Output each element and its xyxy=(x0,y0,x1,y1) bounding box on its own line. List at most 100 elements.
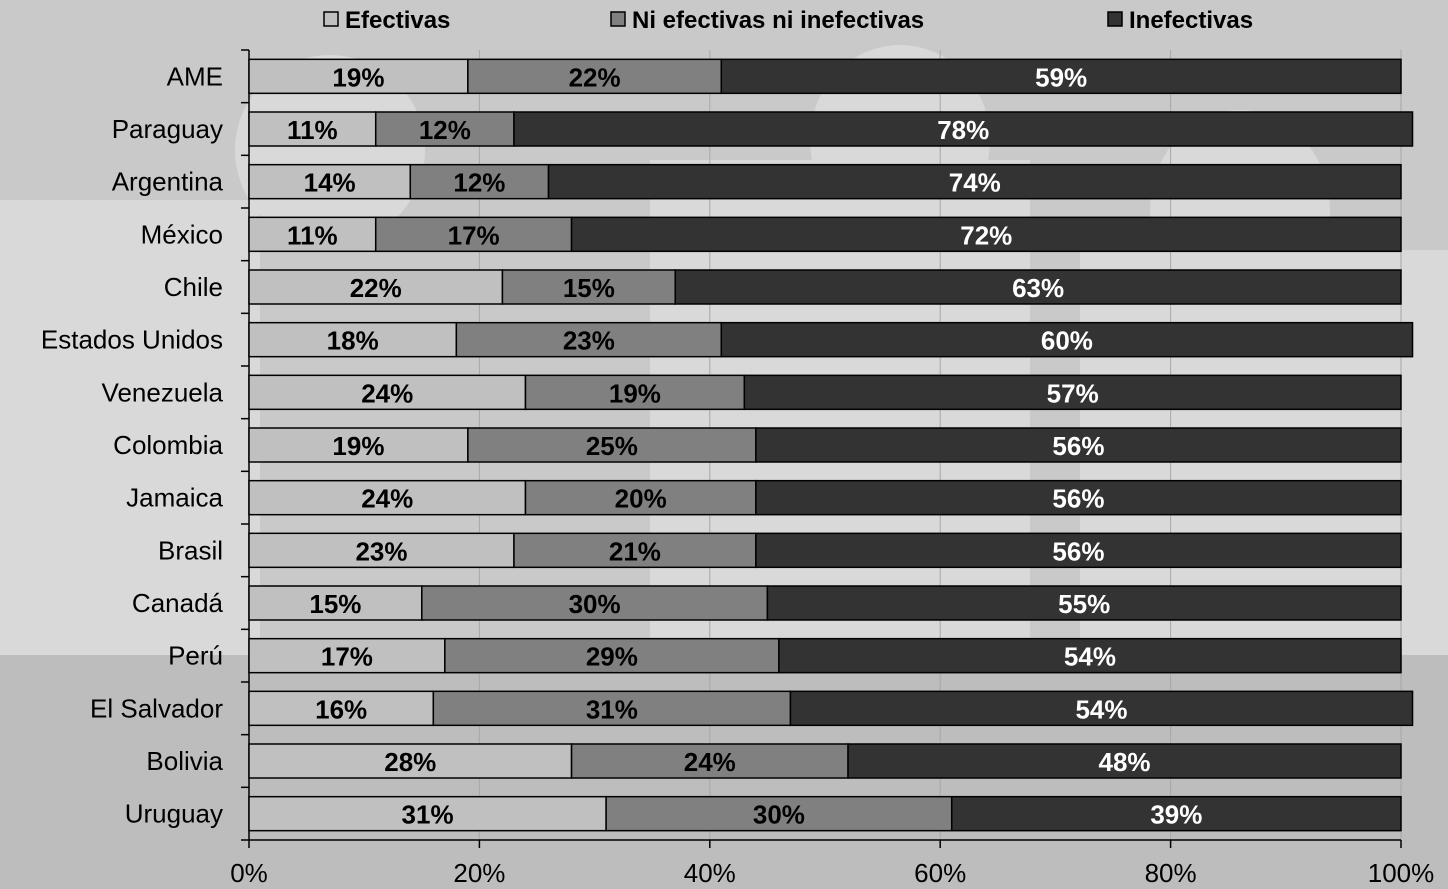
category-label: Paraguay xyxy=(112,114,223,144)
x-tick-label: 100% xyxy=(1368,858,1435,888)
category-label: El Salvador xyxy=(90,693,223,723)
bar-segment xyxy=(467,58,723,95)
data-label: 54% xyxy=(1075,694,1127,724)
data-label: 72% xyxy=(960,220,1012,250)
legend-label: Inefectivas xyxy=(1129,7,1253,34)
bar-segment xyxy=(778,637,1402,674)
data-label: 29% xyxy=(586,642,638,672)
data-label: 59% xyxy=(1035,62,1087,92)
category-label: Brasil xyxy=(158,535,223,565)
legend-label: Ni efectivas ni inefectivas xyxy=(632,7,924,34)
bar-segment xyxy=(444,637,780,674)
data-label: 24% xyxy=(361,378,413,408)
data-label: 60% xyxy=(1041,326,1093,356)
bar-segment xyxy=(374,216,573,253)
data-label: 31% xyxy=(586,694,638,724)
bar-segment xyxy=(467,427,757,463)
data-label: 30% xyxy=(753,800,805,830)
data-label: 22% xyxy=(350,273,402,303)
data-label: 19% xyxy=(332,62,384,92)
data-label: 12% xyxy=(453,168,505,198)
bar-segment xyxy=(720,321,1414,358)
bar-segment xyxy=(374,111,515,147)
data-label: 20% xyxy=(615,484,667,514)
data-label: 57% xyxy=(1047,378,1099,408)
category-label: Bolivia xyxy=(146,746,223,776)
bar-segment xyxy=(674,269,1402,305)
bar-segment xyxy=(248,111,377,147)
bar-segment xyxy=(524,374,746,411)
bar-segment xyxy=(547,163,1402,200)
data-label: 11% xyxy=(287,115,338,145)
data-label: 19% xyxy=(332,431,384,461)
x-tick-label: 60% xyxy=(914,858,966,888)
bar-segment xyxy=(432,690,792,727)
x-tick-label: 0% xyxy=(230,858,268,888)
bar-segment xyxy=(248,743,573,779)
data-label: 12% xyxy=(419,115,471,145)
bar-segment xyxy=(248,374,527,411)
data-label: 25% xyxy=(586,431,638,461)
data-label: 56% xyxy=(1052,431,1104,461)
bar-segment xyxy=(248,637,446,674)
data-label: 39% xyxy=(1150,800,1202,830)
bar-segment xyxy=(248,427,469,463)
bar-segment xyxy=(248,532,515,569)
category-label: Canadá xyxy=(132,588,224,618)
category-label: Argentina xyxy=(112,167,224,197)
x-tick-label: 80% xyxy=(1145,858,1197,888)
data-label: 63% xyxy=(1012,273,1064,303)
bar-segment xyxy=(248,163,412,200)
data-label: 15% xyxy=(309,589,361,619)
category-label: Jamaica xyxy=(126,483,223,513)
bar-segment xyxy=(950,795,1402,832)
data-label: 48% xyxy=(1098,747,1150,777)
data-label: 54% xyxy=(1064,642,1116,672)
bar-segment xyxy=(755,427,1402,463)
category-label: AME xyxy=(167,61,223,91)
bar-segment xyxy=(455,321,723,358)
bar-segment xyxy=(789,690,1414,727)
bar-segment xyxy=(248,216,377,253)
bar-segment xyxy=(605,795,953,832)
data-label: 28% xyxy=(384,747,436,777)
data-label: 74% xyxy=(949,168,1001,198)
legend-swatch xyxy=(323,11,339,27)
data-label: 23% xyxy=(355,536,407,566)
category-label: Colombia xyxy=(113,430,223,460)
category-label: Perú xyxy=(168,641,223,671)
bar-segment xyxy=(421,585,769,621)
legend-label: Efectivas xyxy=(345,7,450,34)
bar-segment xyxy=(766,585,1402,621)
data-label: 19% xyxy=(609,378,661,408)
data-label: 18% xyxy=(327,326,379,356)
data-label: 17% xyxy=(448,220,500,250)
data-label: 30% xyxy=(569,589,621,619)
x-tick-label: 40% xyxy=(684,858,736,888)
category-label: Uruguay xyxy=(125,799,223,829)
data-label: 17% xyxy=(321,642,373,672)
bar-segment xyxy=(755,479,1402,516)
data-label: 15% xyxy=(563,273,615,303)
legend-swatch xyxy=(610,11,626,27)
category-label: Venezuela xyxy=(102,377,224,407)
bar-segment xyxy=(513,111,1414,147)
bar-segment xyxy=(570,216,1402,253)
data-label: 78% xyxy=(937,115,989,145)
bar-segment xyxy=(248,690,435,727)
category-label: Estados Unidos xyxy=(41,325,223,355)
legend-swatch xyxy=(1107,11,1123,27)
data-label: 31% xyxy=(402,800,454,830)
bar-segment xyxy=(513,532,757,569)
bar-segment xyxy=(248,321,458,358)
data-label: 24% xyxy=(684,747,736,777)
data-label: 24% xyxy=(361,484,413,514)
data-label: 21% xyxy=(609,536,661,566)
data-label: 55% xyxy=(1058,589,1110,619)
category-label: México xyxy=(141,219,223,249)
bar-segment xyxy=(720,58,1402,95)
bar-segment xyxy=(501,269,676,305)
x-tick-label: 20% xyxy=(453,858,505,888)
